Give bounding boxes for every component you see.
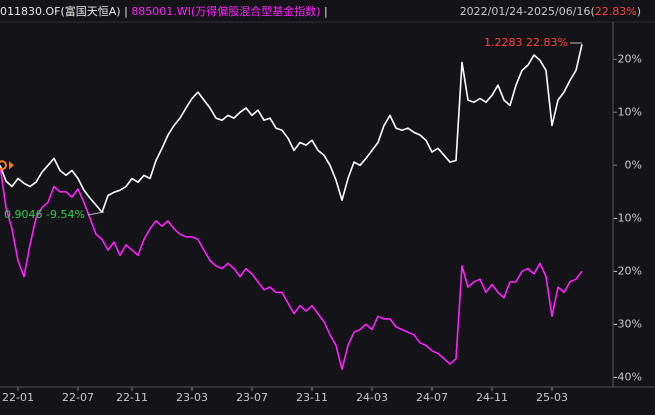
y-tick-label: 10% <box>618 105 642 118</box>
legend-entry: 885001.WI(万得偏股混合型基金指数) <box>131 4 320 18</box>
range-text: 2022/01/24-2025/06/16( <box>460 5 595 18</box>
x-tick-label: 25-03 <box>536 391 568 404</box>
y-tick-label: 0% <box>625 158 642 171</box>
range-return: 22.83% <box>595 5 637 18</box>
y-tick-label: -30% <box>614 317 642 330</box>
x-tick-label: 22-07 <box>62 391 94 404</box>
x-tick-label: 23-03 <box>176 391 208 404</box>
y-tick-label: -10% <box>614 211 642 224</box>
y-tick-label: 20% <box>618 52 642 65</box>
legend-separator: | <box>124 5 128 18</box>
legend-separator: | <box>324 5 328 18</box>
series-line <box>0 44 583 214</box>
series-line <box>0 165 583 371</box>
date-range: 2022/01/24-2025/06/16(22.83%) <box>460 5 641 18</box>
x-tick-label: 22-01 <box>2 391 34 404</box>
range-close: ) <box>637 5 641 18</box>
annotation-leader <box>87 211 105 216</box>
annotation: 0.9046 -9.54% <box>4 208 85 221</box>
legend: 011830.OF(富国天恒A) | 885001.WI(万得偏股混合型基金指数… <box>0 4 328 18</box>
x-tick-label: 23-11 <box>296 391 328 404</box>
start-arrow <box>9 161 14 170</box>
annotation: 1.2283 22.83% <box>484 36 568 49</box>
x-tick-label: 22-11 <box>116 391 148 404</box>
x-tick-label: 24-07 <box>416 391 448 404</box>
legend-entry: 011830.OF(富国天恒A) <box>0 4 121 18</box>
x-tick-label: 23-07 <box>236 391 268 404</box>
start-marker <box>0 160 7 171</box>
x-tick-label: 24-03 <box>356 391 388 404</box>
x-tick-label: 24-11 <box>476 391 508 404</box>
y-tick-label: -40% <box>614 370 642 383</box>
y-tick-label: -20% <box>614 264 642 277</box>
